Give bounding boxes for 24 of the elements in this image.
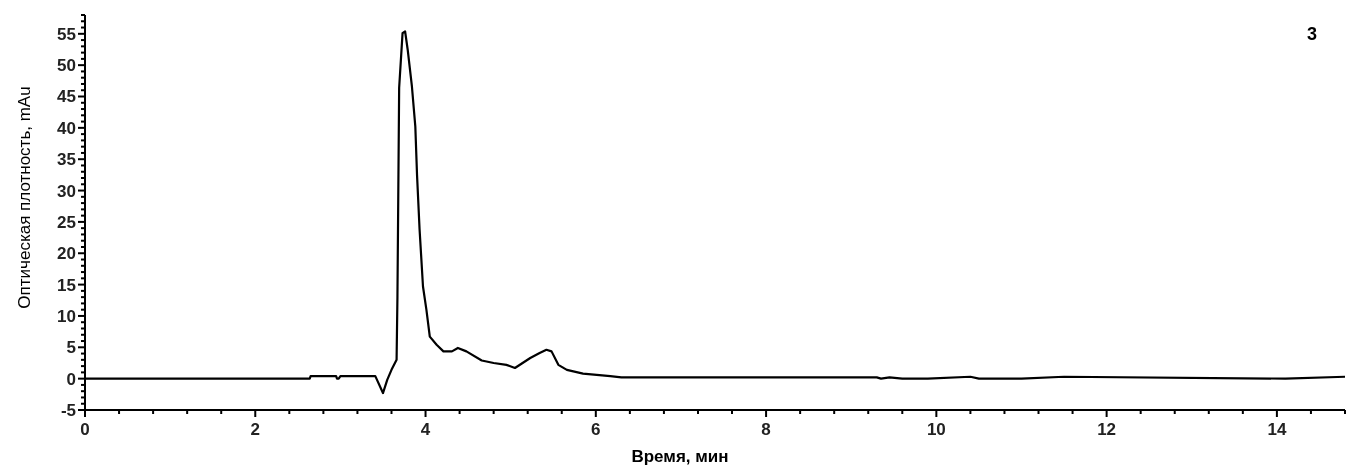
x-tick-label: 10 [926,420,946,439]
x-tick-label: 6 [591,420,601,439]
y-tick-label: 25 [57,212,76,232]
y-tick-label: 10 [57,306,76,326]
x-tick-label: 4 [420,420,431,439]
y-tick-label: 30 [57,181,76,201]
x-tick-label: 8 [761,420,771,439]
y-tick-label: 40 [57,118,76,138]
annotation: 3 [1306,24,1318,44]
y-tick-label: 20 [57,244,76,264]
y-tick-label: 0 [66,369,76,389]
y-tick-label: -5 [60,400,76,420]
y-tick-label: 45 [57,87,76,107]
y-tick-label: 5 [66,338,76,358]
x-tick-label: 2 [250,420,260,439]
y-axis-title: Оптическая плотность, mAu [15,86,34,309]
x-tick-label: 0 [80,420,90,439]
y-tick-label: 55 [57,24,76,44]
y-tick-label: 35 [57,150,76,170]
x-tick-label: 14 [1267,420,1287,439]
y-tick-label: 50 [57,56,76,76]
y-tick-label: 15 [57,275,76,295]
x-tick-label: 12 [1097,420,1117,439]
x-axis-title: Время, мин [631,447,729,466]
